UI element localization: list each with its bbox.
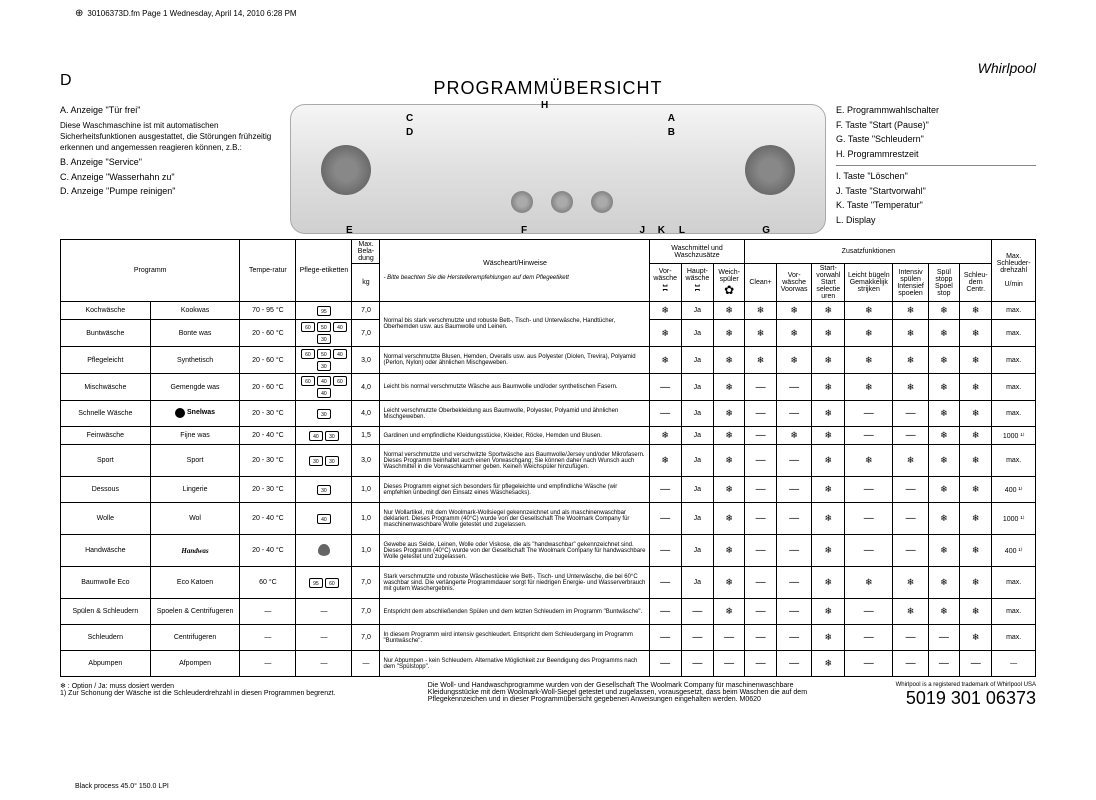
right-legend: E. Programmwahlschalter F. Taste "Start … — [836, 104, 1036, 234]
table-row: Kochwäsche Kookwas 70 - 95 °C 95 7,0 Nor… — [61, 302, 1036, 320]
table-row: Baumwolle Eco Eco Katoen 60 °C 9560 7,0 … — [61, 567, 1036, 599]
file-info: ⊕ 30106373D.fm Page 1 Wednesday, April 1… — [75, 8, 297, 19]
left-legend: A. Anzeige "Tür frei" Diese Waschmaschin… — [60, 104, 280, 234]
table-row: Schleudern Centrifugeren — — 7,0 In dies… — [61, 625, 1036, 651]
page-title: PROGRAMMÜBERSICHT — [60, 78, 1036, 99]
table-row: Handwäsche Handwas 20 - 40 °C 1,0 Gewebe… — [61, 535, 1036, 567]
table-row: Feinwäsche Fijne was 20 - 40 °C 4030 1,5… — [61, 427, 1036, 445]
page-letter: D — [60, 72, 72, 90]
table-row: Abpumpen Afpompen — — — Nur Abpumpen - k… — [61, 651, 1036, 677]
print-info: Black process 45.0° 150.0 LPI — [75, 783, 169, 790]
footer: ❄ : Option / Ja: muss dosiert werden 1) … — [60, 682, 1036, 709]
table-row: Schnelle Wäsche Snelwas 20 - 30 °C 30 4,… — [61, 401, 1036, 427]
program-table: Programm Tempe-ratur Pflege-etiketten Ma… — [60, 239, 1036, 677]
table-row: Sport Sport 20 - 30 °C 3030 3,0 Normal v… — [61, 445, 1036, 477]
table-row: Wolle Wol 20 - 40 °C 40 1,0 Nur Wollarti… — [61, 503, 1036, 535]
brand-logo: Whirlpool — [978, 60, 1036, 76]
table-row: Spülen & Schleudern Spoelen & Centrifuge… — [61, 599, 1036, 625]
table-row: Mischwäsche Gemengde was 20 - 60 °C 6040… — [61, 374, 1036, 401]
table-row: Pflegeleicht Synthetisch 20 - 60 °C 6050… — [61, 347, 1036, 374]
control-panel-diagram: H C D A B E F J K L G — [290, 104, 826, 234]
table-row: Dessous Lingerie 20 - 30 °C 30 1,0 Diese… — [61, 477, 1036, 503]
